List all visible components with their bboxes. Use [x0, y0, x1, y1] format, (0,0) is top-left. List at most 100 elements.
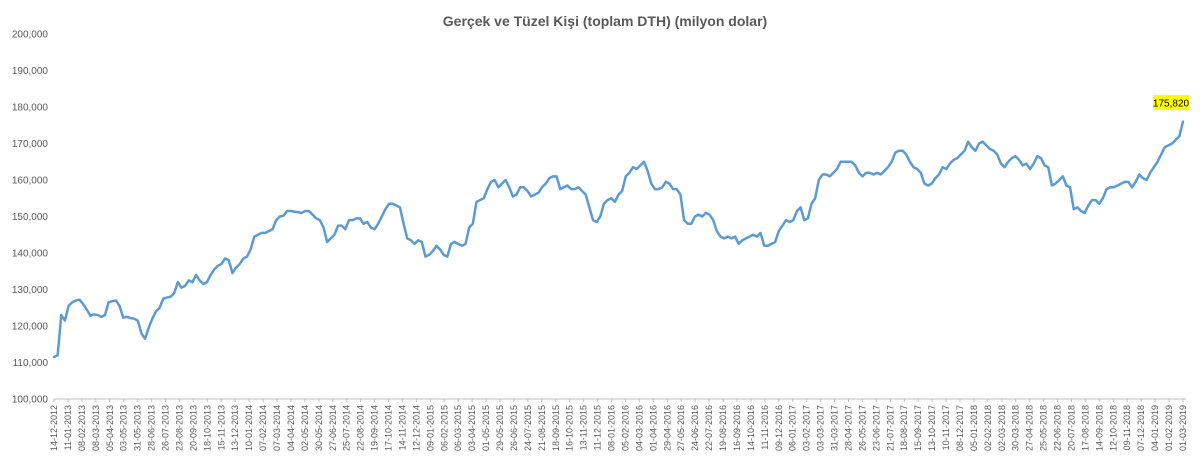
x-tick-label: 13-12-2013: [230, 405, 240, 451]
y-tick-label: 160,000: [12, 176, 49, 187]
x-tick-label: 10-11-2017: [941, 405, 951, 450]
x-tick-label: 03-02-2017: [802, 405, 812, 451]
x-tick-label: 22-08-2014: [356, 405, 366, 451]
x-tick-label: 17-10-2014: [384, 405, 394, 451]
x-tick-label: 11-12-2015: [593, 405, 603, 450]
x-tick-label: 17-08-2018: [1080, 405, 1090, 451]
x-axis: 14-12-2012 11-01-2013 08-02-2013 08-03-2013…: [49, 398, 1188, 451]
x-tick-label: 02-03-2018: [997, 405, 1007, 451]
x-tick-label: 19-09-2014: [370, 405, 380, 451]
x-tick-label: 09-01-2015: [425, 405, 435, 451]
y-axis: 100,000 110,000 120,000 130,000 140,000 150,0…: [12, 30, 49, 406]
x-tick-label: 07-02-2014: [258, 405, 268, 451]
x-tick-label: 04-01-2019: [1150, 405, 1160, 451]
x-tick-label: 13-11-2015: [579, 405, 589, 450]
last-value-callout-bg: [1153, 95, 1189, 110]
y-tick-label: 120,000: [12, 322, 49, 333]
x-tick-label: 14-11-2014: [397, 405, 407, 450]
x-tick-label: 08-02-2013: [77, 405, 87, 451]
x-tick-label: 25-07-2014: [342, 405, 352, 451]
x-tick-label: 03-04-2015: [467, 405, 477, 451]
x-tick-label: 20-09-2013: [188, 405, 198, 451]
x-tick-label: 25-05-2018: [1039, 405, 1049, 451]
x-tick-label: 26-05-2017: [857, 405, 867, 451]
x-tick-label: 04-04-2014: [286, 405, 296, 451]
y-tick-label: 110,000: [13, 358, 49, 369]
x-tick-label: 10-01-2014: [244, 405, 254, 451]
y-tick-label: 140,000: [12, 249, 49, 260]
x-tick-label: 07-03-2014: [272, 405, 282, 451]
x-tick-label: 05-04-2013: [105, 405, 115, 451]
x-tick-label: 23-08-2013: [174, 405, 184, 451]
x-tick-label: 22-06-2018: [1053, 405, 1063, 451]
x-tick-label: 22-07-2016: [704, 405, 714, 451]
x-tick-label: 06-03-2015: [453, 405, 463, 451]
x-tick-label: 14-12-2012: [49, 405, 59, 451]
x-tick-label: 27-05-2016: [676, 405, 686, 451]
x-tick-label: 03-05-2013: [119, 405, 129, 451]
x-tick-label: 18-09-2015: [551, 405, 561, 451]
x-tick-label: 26-07-2013: [161, 405, 171, 451]
x-tick-label: 15-09-2017: [913, 405, 923, 451]
x-tick-label: 01-04-2016: [648, 405, 658, 451]
x-tick-label: 24-07-2015: [523, 405, 533, 451]
x-tick-label: 14-10-2016: [746, 405, 756, 451]
x-tick-label: 26-06-2015: [509, 405, 519, 451]
x-tick-label: 01-05-2015: [481, 405, 491, 451]
y-tick-label: 190,000: [12, 66, 49, 77]
y-tick-label: 100,000: [12, 395, 49, 406]
x-tick-label: 01-03-2019: [1178, 405, 1188, 451]
x-tick-label: 09-11-2018: [1122, 405, 1132, 450]
x-tick-label: 27-04-2018: [1025, 405, 1035, 451]
x-tick-label: 02-05-2014: [300, 405, 310, 451]
y-tick-label: 200,000: [12, 30, 49, 41]
annotation-layer: 175,820: [1153, 95, 1190, 110]
x-tick-label: 05-02-2016: [620, 405, 630, 451]
y-tick-label: 150,000: [12, 212, 49, 223]
x-tick-label: 11-01-2013: [63, 405, 73, 450]
x-tick-label: 28-04-2017: [843, 405, 853, 451]
x-tick-label: 05-01-2018: [969, 405, 979, 451]
x-tick-label: 12-10-2018: [1108, 405, 1118, 451]
series-line: [52, 120, 1185, 359]
x-tick-label: 21-07-2017: [885, 405, 895, 451]
x-tick-label: 28-06-2013: [147, 405, 157, 451]
x-tick-label: 03-03-2017: [816, 405, 826, 451]
x-tick-label: 31-03-2017: [830, 405, 840, 451]
x-tick-label: 12-12-2014: [411, 405, 421, 451]
x-tick-label: 30-03-2018: [1011, 405, 1021, 451]
y-tick-label: 170,000: [12, 139, 49, 150]
x-tick-label: 21-08-2015: [537, 405, 547, 451]
x-tick-label: 16-09-2016: [732, 405, 742, 451]
x-tick-label: 31-05-2013: [133, 405, 143, 451]
x-tick-label: 15-11-2013: [216, 405, 226, 450]
x-tick-label: 29-04-2016: [662, 405, 672, 451]
chart-title: Gerçek ve Tüzel Kişi (toplam DTH) (milyo…: [443, 13, 767, 29]
y-tick-label: 180,000: [12, 103, 49, 114]
x-tick-label: 24-06-2016: [690, 405, 700, 451]
x-tick-label: 19-08-2016: [718, 405, 728, 451]
series-layer: [52, 120, 1185, 359]
x-tick-label: 07-12-2018: [1136, 405, 1146, 451]
x-tick-label: 20-07-2018: [1066, 405, 1076, 451]
x-tick-label: 23-06-2017: [871, 405, 881, 451]
x-tick-label: 18-10-2013: [202, 405, 212, 451]
x-tick-label: 11-11-2016: [760, 405, 770, 450]
x-tick-label: 01-02-2019: [1164, 405, 1174, 451]
x-tick-label: 02-02-2018: [983, 405, 993, 451]
last-value-callout: 175,820: [1153, 99, 1190, 110]
x-tick-label: 08-01-2016: [607, 405, 617, 451]
x-tick-label: 14-09-2018: [1094, 405, 1104, 451]
x-tick-label: 06-01-2017: [788, 405, 798, 451]
x-tick-label: 29-05-2015: [495, 405, 505, 451]
x-tick-label: 16-10-2015: [565, 405, 575, 451]
x-tick-label: 06-02-2015: [439, 405, 449, 451]
x-tick-label: 30-05-2014: [314, 405, 324, 451]
x-tick-label: 08-03-2013: [91, 405, 101, 451]
x-tick-label: 04-03-2016: [634, 405, 644, 451]
y-tick-label: 130,000: [12, 285, 49, 296]
x-tick-label: 13-10-2017: [927, 405, 937, 451]
x-tick-label: 08-12-2017: [955, 405, 965, 451]
x-tick-label: 09-12-2016: [774, 405, 784, 451]
